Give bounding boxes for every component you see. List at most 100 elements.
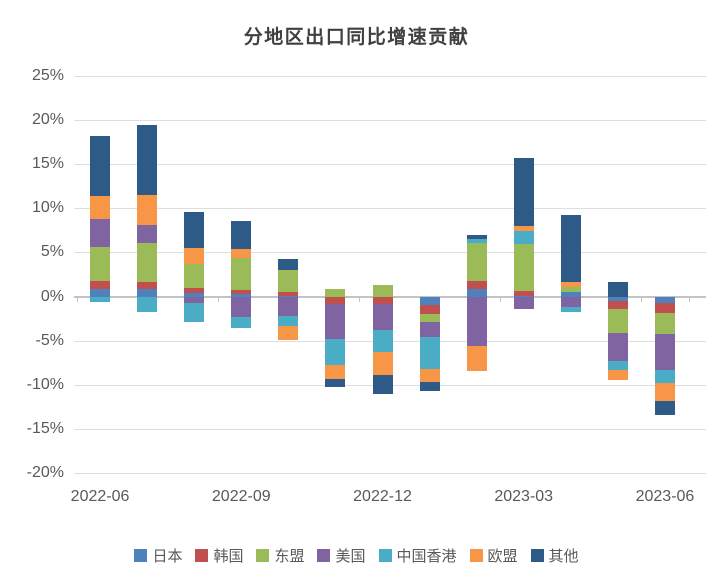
bar-segment [419, 313, 440, 323]
y-axis-tick-label: 0% [40, 287, 64, 305]
legend-label: 韩国 [213, 548, 244, 565]
x-axis-tick [688, 296, 690, 302]
legend-label: 东盟 [274, 548, 305, 565]
legend-item: 欧盟 [469, 545, 518, 566]
bar-segment [137, 194, 158, 225]
bar-segment [419, 381, 440, 391]
legend-swatch-icon [256, 549, 270, 562]
legend-item: 美国 [317, 545, 366, 566]
bar-segment [231, 221, 252, 249]
bar-segment [419, 322, 440, 338]
legend-item: 东盟 [256, 545, 304, 566]
bar-segment [90, 195, 111, 220]
legend-item: 日本 [134, 545, 182, 566]
bar-segment [372, 352, 393, 376]
bar-segment [513, 226, 534, 232]
bar-segment [654, 401, 675, 416]
bar-segment [184, 264, 205, 289]
bar-segment [278, 315, 299, 326]
bar-segment [560, 291, 581, 297]
bar-segment [137, 242, 158, 283]
bar-segment [654, 296, 675, 304]
gridline [74, 164, 706, 166]
bar-segment [466, 238, 487, 244]
bar-segment [607, 282, 628, 297]
x-axis-tick [641, 296, 643, 302]
x-axis-tick-label: 2022-12 [353, 488, 412, 505]
y-axis-tick-label: -10% [26, 375, 64, 393]
bar-segment [466, 243, 487, 281]
y-axis-tick-label: 15% [31, 155, 64, 173]
bar-segment [184, 211, 205, 249]
bar-segment [278, 325, 299, 340]
bar-segment [231, 296, 252, 317]
bar-segment [513, 231, 534, 244]
bar-segment [654, 303, 675, 313]
y-axis-tick-label: 20% [31, 111, 64, 129]
bar-segment [607, 370, 628, 381]
x-axis-tick [217, 296, 219, 302]
bar-segment [372, 304, 393, 330]
legend-swatch-icon [134, 549, 148, 562]
y-axis-tick-label: 10% [31, 199, 64, 217]
x-axis-tick-label: 2023-06 [635, 488, 695, 505]
gridline [74, 473, 706, 474]
bar-segment [466, 296, 487, 346]
bar-segment [560, 287, 581, 292]
bar-segment [513, 296, 534, 310]
bar-segment [90, 219, 111, 247]
bar-segment [137, 289, 158, 297]
bar-segment [419, 337, 440, 370]
x-axis-tick-label: 2023-03 [494, 488, 554, 505]
bar-segment [607, 296, 628, 301]
bar-segment [325, 296, 346, 305]
bar-segment [466, 345, 487, 372]
bar-segment [466, 289, 487, 297]
gridline [74, 252, 706, 254]
bar-segment [513, 243, 534, 291]
legend-swatch-icon [195, 549, 209, 562]
legend-swatch-icon [378, 549, 392, 562]
legend-swatch-icon [317, 549, 331, 562]
bar-segment [90, 289, 111, 297]
bar-segment [466, 234, 487, 239]
legend-label: 日本 [152, 548, 183, 565]
bar-segment [184, 248, 205, 265]
y-axis-tick-label: -20% [26, 464, 64, 481]
bar-segment [607, 300, 628, 310]
y-axis-tick-label: -15% [26, 419, 64, 437]
bar-segment [654, 370, 675, 384]
bar-segment [419, 305, 440, 314]
legend-swatch-icon [469, 549, 483, 562]
bar-segment [231, 316, 252, 328]
x-axis-tick-label: 2022-09 [211, 488, 271, 505]
legend-item: 其他 [530, 545, 579, 566]
bar-segment [278, 270, 299, 293]
gridline [74, 120, 706, 122]
bar-segment [325, 365, 346, 380]
bar-segment [419, 369, 440, 382]
bar-segment [90, 296, 111, 303]
bar-segment [137, 282, 158, 290]
bar-segment [278, 292, 299, 296]
bar-segment [231, 258, 252, 291]
bar-segment [654, 383, 675, 402]
y-axis-tick-label: -5% [35, 331, 64, 349]
y-axis-tick-label: 25% [31, 67, 64, 84]
gridline [74, 428, 706, 430]
bar-segment [325, 289, 346, 297]
bar-segment [513, 157, 534, 227]
bar-segment [419, 296, 440, 306]
bar-segment [654, 334, 675, 371]
bar-segment [278, 258, 299, 271]
legend-label: 中国香港 [396, 548, 457, 565]
bar-segment [325, 379, 346, 387]
bar-segment [231, 248, 252, 259]
bar-segment [513, 295, 534, 297]
bar-segment [184, 296, 205, 304]
bar-segment [231, 290, 252, 295]
bar-segment [278, 296, 299, 316]
bar-segment [137, 125, 158, 195]
bar-segment [184, 292, 205, 297]
